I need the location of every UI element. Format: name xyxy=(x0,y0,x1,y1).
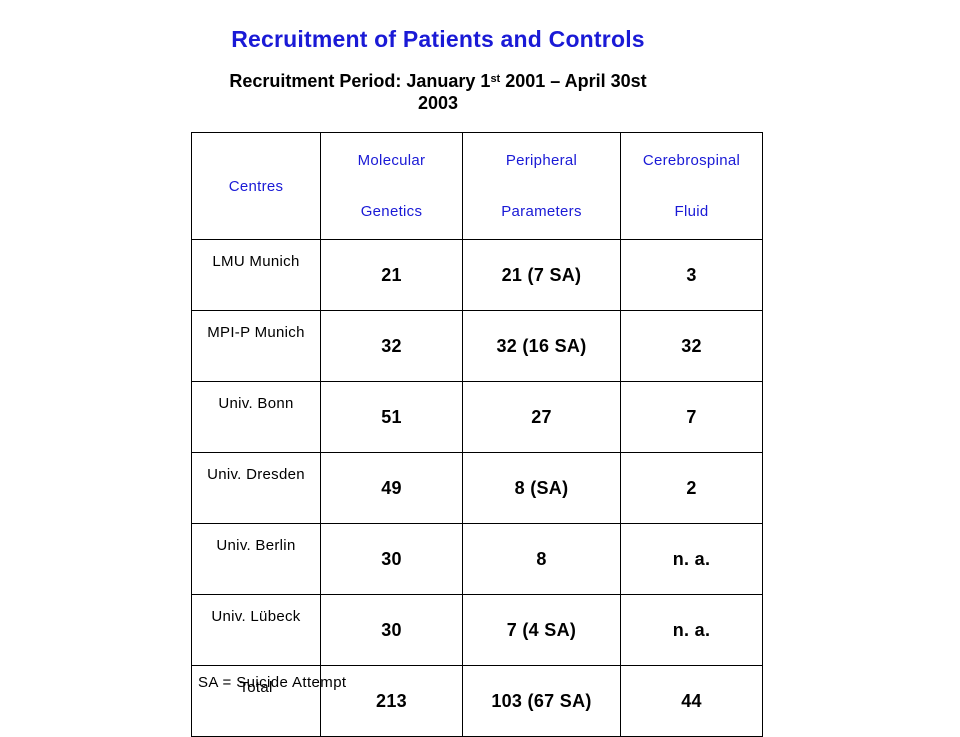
header-centres: Centres xyxy=(191,132,321,240)
peripheral-value: 8 (SA) xyxy=(462,452,621,524)
header-label-line1: Cerebrospinal xyxy=(642,152,741,169)
centre-name: Univ. Dresden xyxy=(191,452,321,524)
genetics-value: 21 xyxy=(320,239,463,311)
csf-value: 32 xyxy=(620,310,763,382)
header-label-line1: Peripheral xyxy=(505,152,578,169)
header-peripheral-parameters: Peripheral Parameters xyxy=(462,132,621,240)
table-row: MPI-P Munich 32 32 (16 SA) 32 xyxy=(191,310,763,382)
slide-title: Recruitment of Patients and Controls xyxy=(231,26,645,52)
centre-name: LMU Munich xyxy=(191,239,321,311)
table-row: Univ. Lübeck 30 7 (4 SA) n. a. xyxy=(191,594,763,666)
table-row: Univ. Dresden 49 8 (SA) 2 xyxy=(191,452,763,524)
genetics-value: 51 xyxy=(320,381,463,453)
table-row: Univ. Berlin 30 8 n. a. xyxy=(191,523,763,595)
peripheral-total: 103 (67 SA) xyxy=(462,665,621,737)
period-ordinal-suffix: st xyxy=(490,73,501,85)
header-cerebrospinal-fluid: Cerebrospinal Fluid xyxy=(620,132,763,240)
period-year-line: 2003 xyxy=(417,93,459,113)
peripheral-value: 21 (7 SA) xyxy=(462,239,621,311)
table-row: LMU Munich 21 21 (7 SA) 3 xyxy=(191,239,763,311)
csf-value: 2 xyxy=(620,452,763,524)
header-molecular-genetics: Molecular Genetics xyxy=(320,132,463,240)
peripheral-value: 27 xyxy=(462,381,621,453)
period-text-end: 2001 – April 30st xyxy=(500,71,647,91)
period-text: Recruitment Period: January 1 xyxy=(229,71,491,91)
header-label-line1: Molecular xyxy=(357,152,426,169)
centre-name: Univ. Berlin xyxy=(191,523,321,595)
genetics-value: 30 xyxy=(320,594,463,666)
header-centres-label: Centres xyxy=(228,177,284,195)
recruitment-table: Centres Molecular Genetics Peripheral Pa… xyxy=(191,132,763,737)
table-header-row: Centres Molecular Genetics Peripheral Pa… xyxy=(191,132,763,240)
csf-value: n. a. xyxy=(620,523,763,595)
peripheral-value: 7 (4 SA) xyxy=(462,594,621,666)
genetics-value: 30 xyxy=(320,523,463,595)
peripheral-value: 8 xyxy=(462,523,621,595)
csf-value: 3 xyxy=(620,239,763,311)
table-row: Univ. Bonn 51 27 7 xyxy=(191,381,763,453)
footnote: SA = Suicide Attempt xyxy=(198,674,347,691)
header-label-line2: Fluid xyxy=(674,203,709,220)
recruitment-period: Recruitment Period: January 1st 2001 – A… xyxy=(0,70,876,114)
genetics-value: 32 xyxy=(320,310,463,382)
header-label-line2: Parameters xyxy=(501,203,582,220)
header-label-line2: Genetics xyxy=(360,203,423,220)
centre-name: MPI-P Munich xyxy=(191,310,321,382)
peripheral-value: 32 (16 SA) xyxy=(462,310,621,382)
csf-total: 44 xyxy=(620,665,763,737)
centre-name: Univ. Lübeck xyxy=(191,594,321,666)
csf-value: n. a. xyxy=(620,594,763,666)
centre-name: Univ. Bonn xyxy=(191,381,321,453)
csf-value: 7 xyxy=(620,381,763,453)
genetics-value: 49 xyxy=(320,452,463,524)
